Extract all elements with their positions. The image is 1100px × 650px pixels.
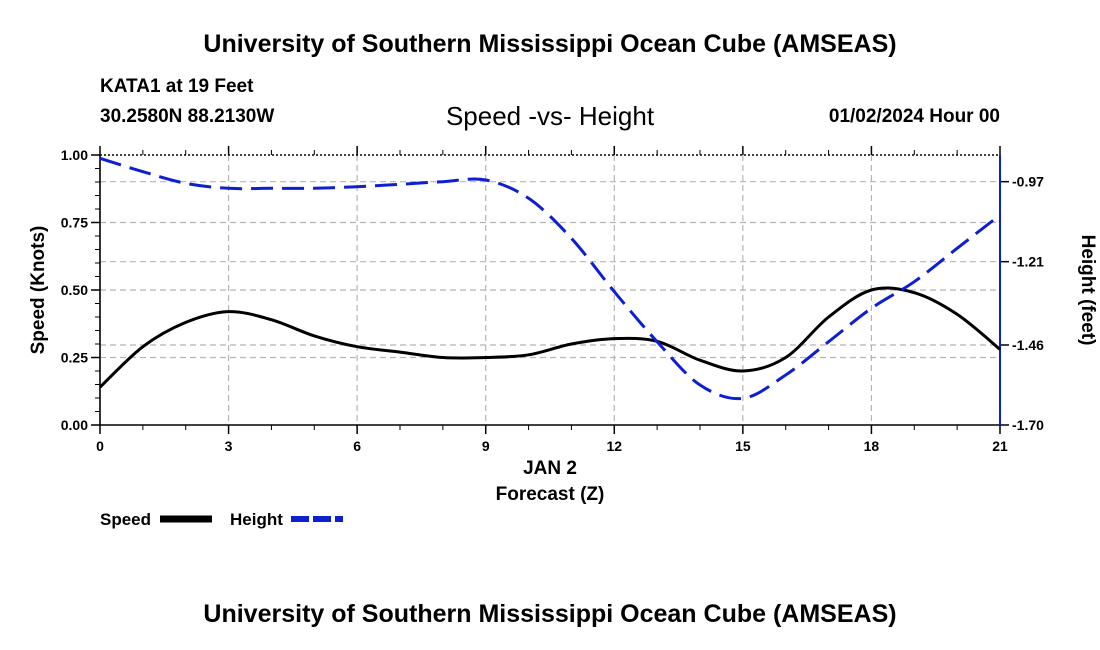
series-layer — [98, 156, 1001, 401]
legend-label-speed: Speed — [100, 510, 151, 529]
series-line-height — [99, 156, 1001, 401]
x-tick-label: 18 — [864, 438, 880, 454]
y-tick-label: 0.25 — [61, 350, 88, 366]
y-tick-label: 1.00 — [61, 147, 88, 163]
x-tick-label: 15 — [735, 438, 751, 454]
y2-tick-label: -1.46 — [1012, 337, 1044, 353]
legend-label-height: Height — [230, 510, 283, 529]
x-tick-label: 6 — [353, 438, 361, 454]
y-axis-title: Speed (Knots) — [28, 226, 49, 355]
y-tick-label: 0.75 — [61, 215, 88, 231]
y2-axis-title: Height (feet) — [1077, 235, 1098, 346]
y-tick-label: 0.50 — [61, 282, 88, 298]
series-line-speed — [98, 286, 1001, 389]
station-label: KATA1 at 19 Feet — [100, 76, 254, 97]
station-coords: 30.2580N 88.2130W — [100, 106, 275, 127]
x-axis-title: Forecast (Z) — [496, 484, 605, 505]
x-tick-label: 9 — [482, 438, 490, 454]
legend: Speed Height — [100, 510, 343, 529]
forecast-datetime: 01/02/2024 Hour 00 — [828, 106, 1000, 127]
x-tick-label: 21 — [992, 438, 1008, 454]
axes-layer: 0 3 6 9 12 15 18 21 0.00 0.25 0.50 0.75 1.00 -0.97 -1.… — [61, 146, 1044, 454]
x-tick-label: 3 — [225, 438, 233, 454]
x-tick-label: 0 — [96, 438, 104, 454]
page-title: University of Southern Mississippi Ocean… — [203, 30, 897, 58]
x-tick-label: 12 — [606, 438, 622, 454]
y2-tick-label: -1.70 — [1012, 417, 1044, 433]
x-sublabel: JAN 2 — [523, 458, 577, 479]
y2-tick-label: -1.21 — [1012, 254, 1044, 270]
y-tick-label: 0.00 — [61, 417, 88, 433]
chart-title: Speed -vs- Height — [445, 101, 655, 131]
y2-tick-label: -0.97 — [1012, 174, 1044, 190]
footer-title: University of Southern Mississippi Ocean… — [203, 600, 897, 628]
grid-layer — [100, 155, 1000, 425]
